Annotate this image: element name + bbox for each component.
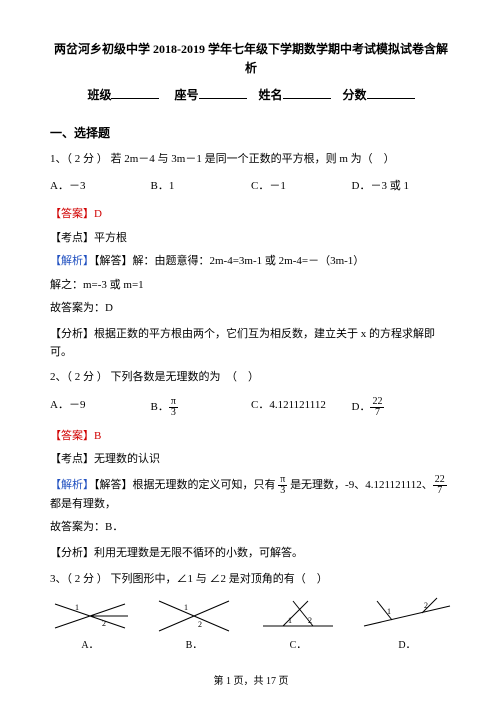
angle-diagram-a: 1 2 bbox=[50, 596, 130, 636]
q1-kaodian: 【考点】平方根 bbox=[50, 230, 452, 248]
jx-text: 【解答】根据无理数的定义可知，只有 bbox=[94, 479, 278, 491]
svg-text:2: 2 bbox=[424, 601, 428, 610]
jx-label: 【解析】 bbox=[50, 255, 94, 267]
page-title: 两岔河乡初级中学 2018-2019 学年七年级下学期数学期中考试模拟试卷含解析 bbox=[50, 40, 452, 78]
q1-answer: 【答案】D bbox=[50, 206, 452, 224]
svg-text:1: 1 bbox=[387, 607, 391, 616]
q2-opt-c: C．4.121121112 bbox=[251, 397, 352, 418]
svg-text:2: 2 bbox=[308, 616, 312, 625]
q2-jiexi-line2: 故答案为：B． bbox=[50, 519, 452, 537]
svg-text:2: 2 bbox=[102, 619, 106, 628]
jx-text: 【解答】解：由题意得：2m-4=3m-1 或 2m-4=－（3m-1） bbox=[94, 255, 364, 267]
class-blank bbox=[111, 86, 159, 99]
diagram-c: 1 2 C． bbox=[258, 596, 338, 654]
q2-opt-d: D．227 bbox=[352, 397, 453, 418]
diagram-label: D． bbox=[398, 640, 415, 651]
name-blank bbox=[283, 86, 331, 99]
kp-value: 无理数的认识 bbox=[94, 453, 160, 465]
q2-fenxi: 【分析】利用无理数是无限不循环的小数，可解答。 bbox=[50, 545, 452, 563]
svg-text:2: 2 bbox=[198, 620, 202, 629]
q2-kaodian: 【考点】无理数的认识 bbox=[50, 451, 452, 469]
fraction-pi-3: π3 bbox=[169, 397, 178, 418]
q1-jiexi-line2: 解之：m=-3 或 m=1 bbox=[50, 277, 452, 295]
denominator: 7 bbox=[370, 408, 384, 418]
seat-label: 座号 bbox=[174, 88, 198, 102]
q2-answer: 【答案】B bbox=[50, 428, 452, 446]
q1-stem: 1、（ 2 分 ） 若 2m－4 与 3m－1 是同一个正数的平方根，则 m 为… bbox=[50, 151, 452, 169]
kp-label: 【考点】 bbox=[50, 232, 94, 244]
svg-text:1: 1 bbox=[75, 603, 79, 612]
fx-text: 利用无理数是无限不循环的小数，可解答。 bbox=[94, 547, 303, 559]
name-label: 姓名 bbox=[259, 88, 283, 102]
q3-stem: 3、（ 2 分 ） 下列图形中，∠1 与 ∠2 是对顶角的有（ ） bbox=[50, 571, 452, 589]
fraction-22-7: 227 bbox=[370, 397, 384, 418]
class-label: 班级 bbox=[87, 88, 111, 102]
denominator: 3 bbox=[278, 486, 287, 496]
seat-blank bbox=[199, 86, 247, 99]
q1-jiexi: 【解析】【解答】解：由题意得：2m-4=3m-1 或 2m-4=－（3m-1） bbox=[50, 253, 452, 271]
angle-diagram-d: 1 2 bbox=[362, 596, 452, 636]
score-label: 分数 bbox=[343, 88, 367, 102]
q1-opt-a: A．－3 bbox=[50, 178, 151, 196]
kp-label: 【考点】 bbox=[50, 453, 94, 465]
diagram-label: C． bbox=[290, 640, 307, 651]
diagram-label: A． bbox=[81, 640, 98, 651]
q2-opt-b: B．π3 bbox=[151, 397, 252, 418]
section-heading: 一、选择题 bbox=[50, 124, 452, 143]
kp-value: 平方根 bbox=[94, 232, 127, 244]
answer-label: 【答案】 bbox=[50, 430, 94, 442]
answer-label: 【答案】 bbox=[50, 208, 94, 220]
jx-label: 【解析】 bbox=[50, 479, 94, 491]
q2-jiexi: 【解析】【解答】根据无理数的定义可知，只有 π3 是无理数，-9、4.12112… bbox=[50, 475, 452, 514]
svg-text:1: 1 bbox=[184, 603, 188, 612]
opt-prefix: D． bbox=[352, 401, 371, 413]
fx-text: 根据正数的平方根由两个，它们互为相反数，建立关于 x 的方程求解即可。 bbox=[50, 328, 435, 358]
fx-label: 【分析】 bbox=[50, 547, 94, 559]
page-footer: 第 1 页，共 17 页 bbox=[50, 674, 452, 690]
diagram-a: 1 2 A． bbox=[50, 596, 130, 654]
q3-diagrams: 1 2 A． 1 2 B． 1 2 C． 1 2 D． bbox=[50, 596, 452, 654]
fraction-pi-3: π3 bbox=[278, 475, 287, 496]
answer-value: D bbox=[94, 208, 102, 220]
score-blank bbox=[367, 86, 415, 99]
jx-text: 是无理数，-9、4.121121112、 bbox=[287, 479, 432, 491]
denominator: 7 bbox=[433, 486, 447, 496]
q2-options: A．－9 B．π3 C．4.121121112 D．227 bbox=[50, 397, 452, 418]
diagram-b: 1 2 B． bbox=[154, 596, 234, 654]
diagram-label: B． bbox=[186, 640, 203, 651]
angle-diagram-c: 1 2 bbox=[258, 596, 338, 636]
q1-opt-c: C．－1 bbox=[251, 178, 352, 196]
jx-text: 都是有理数， bbox=[50, 498, 116, 510]
q1-jiexi-line3: 故答案为：D bbox=[50, 300, 452, 318]
angle-diagram-b: 1 2 bbox=[154, 596, 234, 636]
student-info: 班级 座号 姓名 分数 bbox=[50, 86, 452, 105]
q2-stem: 2、（ 2 分 ） 下列各数是无理数的为 （ ） bbox=[50, 369, 452, 387]
q1-opt-d: D．－3 或 1 bbox=[352, 178, 453, 196]
q1-options: A．－3 B．1 C．－1 D．－3 或 1 bbox=[50, 178, 452, 196]
answer-value: B bbox=[94, 430, 101, 442]
svg-text:1: 1 bbox=[288, 616, 292, 625]
opt-prefix: B． bbox=[151, 401, 169, 413]
fraction-22-7: 227 bbox=[433, 475, 447, 496]
q2-opt-a: A．－9 bbox=[50, 397, 151, 418]
diagram-d: 1 2 D． bbox=[362, 596, 452, 654]
fx-label: 【分析】 bbox=[50, 328, 94, 340]
q1-opt-b: B．1 bbox=[151, 178, 252, 196]
denominator: 3 bbox=[169, 408, 178, 418]
q1-fenxi: 【分析】根据正数的平方根由两个，它们互为相反数，建立关于 x 的方程求解即可。 bbox=[50, 326, 452, 361]
